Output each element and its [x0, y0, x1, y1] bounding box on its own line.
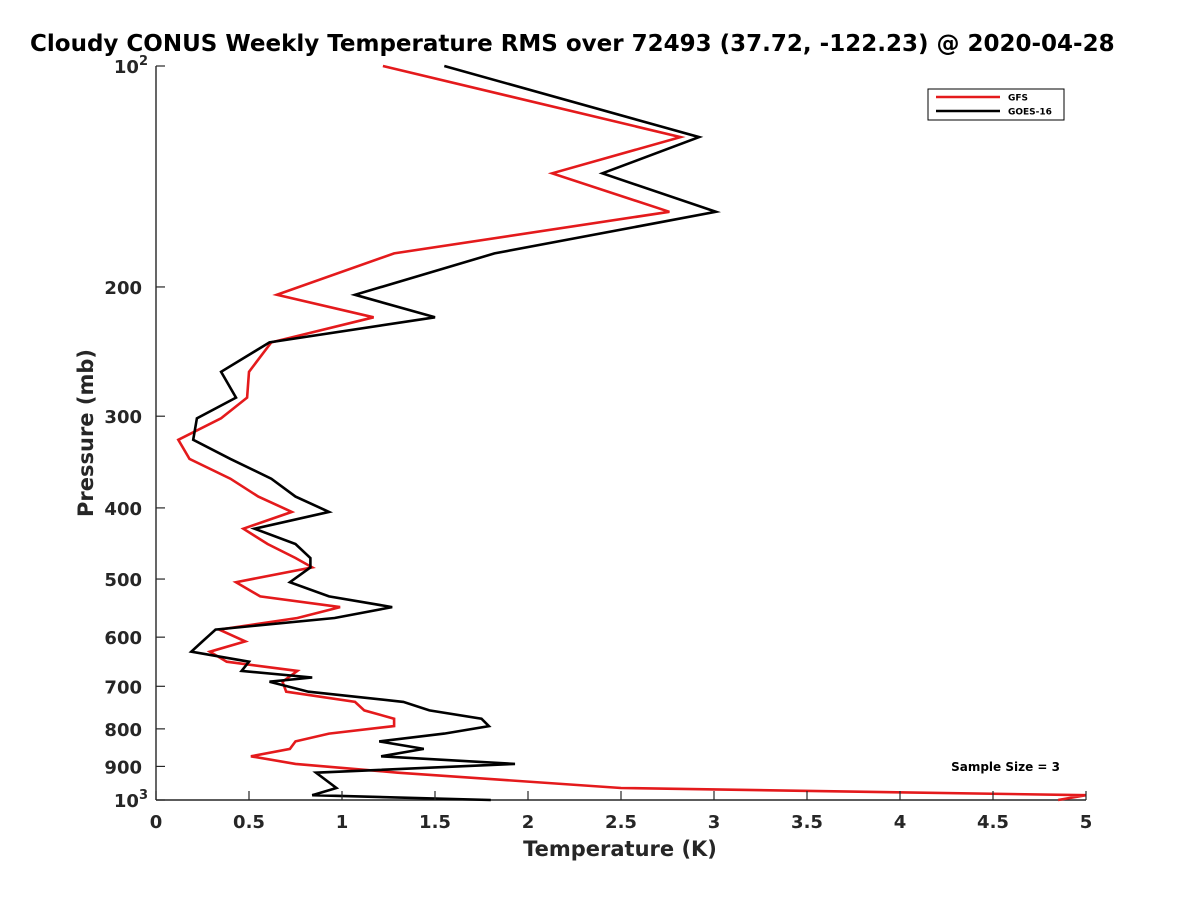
- x-tick-label: 1: [336, 812, 349, 833]
- x-axis-label: Temperature (K): [523, 837, 717, 861]
- legend-box: [927, 88, 1065, 121]
- x-tick-label: 0.5: [233, 812, 265, 833]
- legend-label-gfs: GFS: [1008, 94, 1028, 104]
- series-line-goes-16: [188, 64, 722, 802]
- y-tick-label: 800: [104, 720, 142, 741]
- sample-size-annotation: Sample Size = 3: [951, 760, 1060, 774]
- y-tick-label: 600: [104, 628, 142, 649]
- chart-title: Cloudy CONUS Weekly Temperature RMS over…: [30, 31, 1115, 57]
- y-tick-label: 200: [104, 278, 142, 299]
- y-tick-label: 400: [104, 499, 142, 520]
- y-tick-label: 900: [104, 757, 142, 778]
- y-tick-label: 300: [104, 407, 142, 428]
- x-tick-label: 4: [894, 812, 907, 833]
- x-tick-label: 4.5: [977, 812, 1009, 833]
- y-axis-label: Pressure (mb): [74, 349, 98, 517]
- y-tick-label: 102: [114, 54, 148, 78]
- x-tick-label: 3: [708, 812, 721, 833]
- x-tick-label: 2.5: [605, 812, 637, 833]
- x-tick-label: 2: [522, 812, 535, 833]
- x-tick-label: 3.5: [791, 812, 823, 833]
- y-tick-label: 700: [104, 677, 142, 698]
- y-tick-label: 500: [104, 570, 142, 591]
- x-tick-label: 5: [1080, 812, 1093, 833]
- x-tick-label: 1.5: [419, 812, 451, 833]
- y-tick-label: 103: [114, 788, 148, 812]
- legend: GFS GOES-16: [927, 88, 1065, 121]
- x-tick-label: 0: [150, 812, 163, 833]
- legend-label-goes-16: GOES-16: [1008, 108, 1052, 118]
- series-line-gfs: [176, 64, 1087, 802]
